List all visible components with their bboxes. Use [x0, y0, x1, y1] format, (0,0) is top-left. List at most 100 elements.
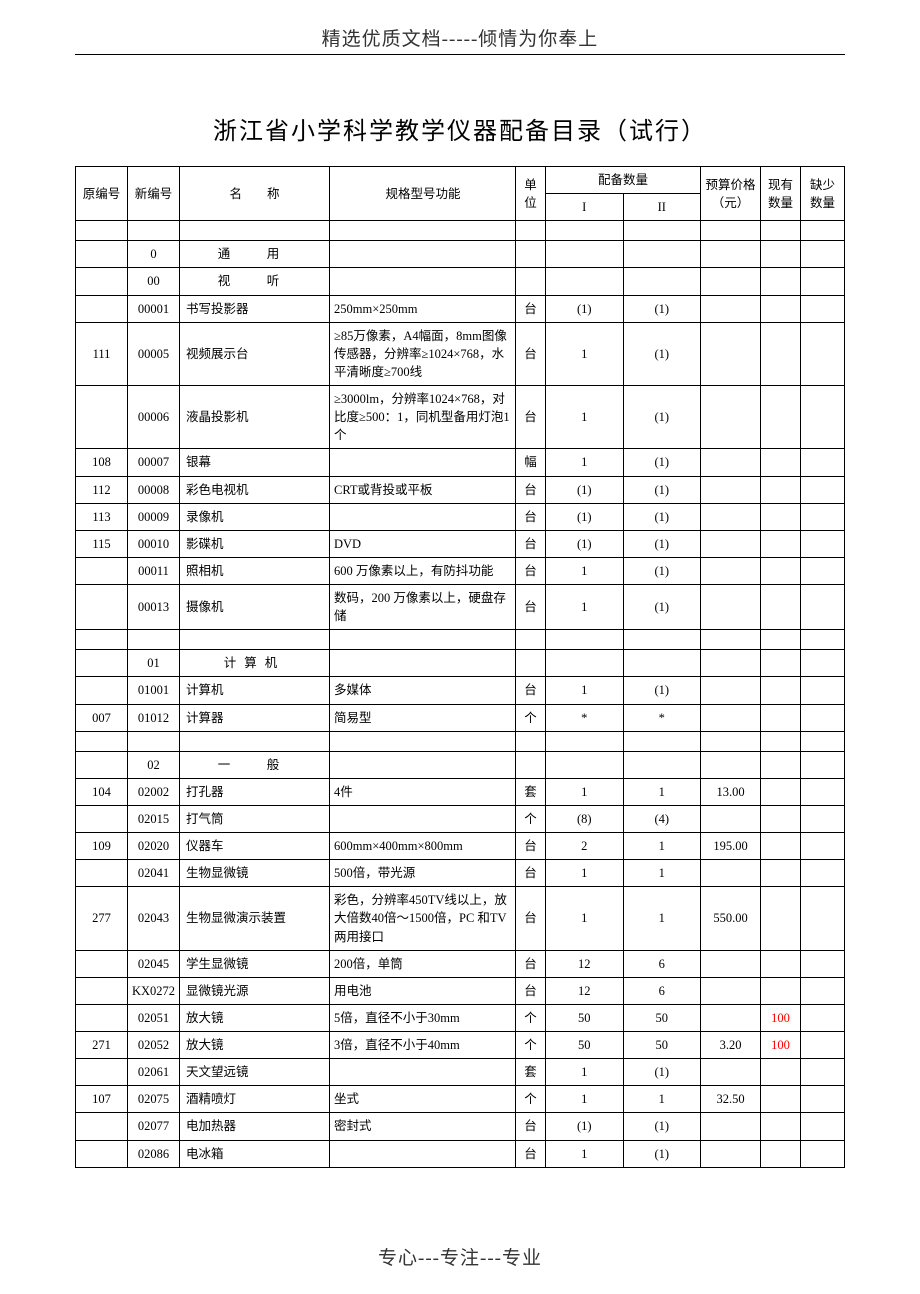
cell: 01012	[128, 704, 180, 731]
cell	[761, 476, 801, 503]
cell	[701, 731, 761, 751]
cell: 台	[516, 503, 546, 530]
cell	[801, 1140, 845, 1167]
cell: 台	[516, 887, 546, 950]
cell: 113	[76, 503, 128, 530]
cell: 3.20	[701, 1032, 761, 1059]
cell	[701, 386, 761, 449]
cell: (4)	[623, 805, 701, 832]
cell: 271	[76, 1032, 128, 1059]
table-row: 10702075酒精喷灯坐式个1132.50	[76, 1086, 845, 1113]
cell	[701, 677, 761, 704]
cell	[701, 805, 761, 832]
cell	[761, 1086, 801, 1113]
cell: (1)	[546, 476, 624, 503]
cell	[801, 449, 845, 476]
cell: (1)	[623, 677, 701, 704]
cell	[76, 241, 128, 268]
cell	[761, 449, 801, 476]
cell: 02086	[128, 1140, 180, 1167]
cell: 数码，200 万像素以上，硬盘存储	[330, 585, 516, 630]
table-row: 10402002打孔器4件套1113.00	[76, 778, 845, 805]
cell: 电加热器	[180, 1113, 330, 1140]
cell: (1)	[623, 322, 701, 385]
cell: 50	[623, 1004, 701, 1031]
cell: 坐式	[330, 1086, 516, 1113]
cell	[761, 530, 801, 557]
cell	[128, 630, 180, 650]
cell	[701, 1059, 761, 1086]
cell: 108	[76, 449, 128, 476]
cell	[546, 630, 624, 650]
cell	[546, 268, 624, 295]
cell: 台	[516, 950, 546, 977]
cell: 00011	[128, 557, 180, 584]
cell: 台	[516, 585, 546, 630]
cell	[546, 751, 624, 778]
cell: 1	[623, 1086, 701, 1113]
cell: 12	[546, 950, 624, 977]
cell	[76, 805, 128, 832]
cell	[76, 585, 128, 630]
cell	[180, 630, 330, 650]
cell: 01	[128, 650, 180, 677]
cell	[801, 751, 845, 778]
cell: 1	[546, 677, 624, 704]
table-container: 原编号 新编号 名 称 规格型号功能 单位 配备数量 预算价格（元） 现有数量 …	[75, 166, 845, 1168]
th-spec: 规格型号功能	[330, 167, 516, 221]
cell	[761, 860, 801, 887]
cell: 00	[128, 268, 180, 295]
page-header-text: 精选优质文档-----倾情为你奉上	[0, 0, 920, 51]
table-row: 0通 用	[76, 241, 845, 268]
cell	[801, 557, 845, 584]
cell: 照相机	[180, 557, 330, 584]
cell: 50	[546, 1032, 624, 1059]
cell	[330, 805, 516, 832]
cell	[801, 221, 845, 241]
cell: 250mm×250mm	[330, 295, 516, 322]
cell	[623, 650, 701, 677]
cell: 通 用	[180, 241, 330, 268]
cell	[801, 1086, 845, 1113]
cell	[701, 241, 761, 268]
cell: (1)	[623, 557, 701, 584]
cell	[801, 677, 845, 704]
cell	[701, 503, 761, 530]
cell	[516, 221, 546, 241]
cell: 打气筒	[180, 805, 330, 832]
cell	[801, 386, 845, 449]
cell	[761, 751, 801, 778]
cell	[761, 778, 801, 805]
table-row: KX0272显微镜光源用电池台126	[76, 977, 845, 1004]
cell: 影碟机	[180, 530, 330, 557]
table-row: 02086电冰箱台1(1)	[76, 1140, 845, 1167]
th-qty-group: 配备数量	[546, 167, 701, 194]
cell: 1	[623, 887, 701, 950]
cell	[701, 557, 761, 584]
cell	[701, 650, 761, 677]
cell: 1	[546, 860, 624, 887]
cell: 生物显微演示装置	[180, 887, 330, 950]
cell: 1	[546, 386, 624, 449]
cell: (1)	[623, 503, 701, 530]
table-row: 00011照相机600 万像素以上，有防抖功能台1(1)	[76, 557, 845, 584]
cell	[761, 241, 801, 268]
cell: 个	[516, 1086, 546, 1113]
cell	[128, 731, 180, 751]
cell	[76, 1140, 128, 1167]
cell	[761, 677, 801, 704]
cell	[701, 1140, 761, 1167]
cell: (1)	[623, 585, 701, 630]
cell	[330, 1140, 516, 1167]
table-row: 01计算机	[76, 650, 845, 677]
cell	[761, 833, 801, 860]
cell	[330, 449, 516, 476]
table-row: 02015打气筒个(8)(4)	[76, 805, 845, 832]
cell	[76, 731, 128, 751]
cell: 02	[128, 751, 180, 778]
cell	[761, 630, 801, 650]
cell: 学生显微镜	[180, 950, 330, 977]
cell	[761, 704, 801, 731]
cell: 录像机	[180, 503, 330, 530]
cell	[76, 650, 128, 677]
